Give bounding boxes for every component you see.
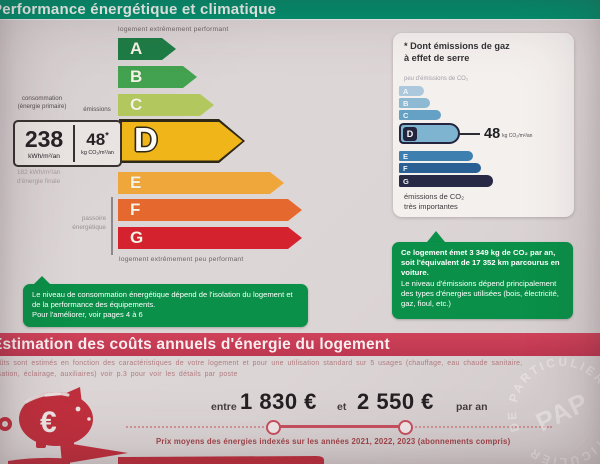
co2-class-b-letter: B xyxy=(403,98,409,108)
current-values-box: 238 kWh/m²/an 48* kg CO₂/m²/an xyxy=(13,120,122,167)
slider-dotted-right xyxy=(404,426,552,428)
energy-class-b-arrow: B xyxy=(118,66,197,88)
value-box-divider xyxy=(73,125,75,162)
range-conjunction: et xyxy=(337,401,347,413)
final-energy-note: 182 kWh/m²/an d'énergie finale xyxy=(17,169,61,186)
range-suffix: par an xyxy=(456,401,488,413)
co2-class-g-letter: G xyxy=(403,176,409,186)
co2-panel-title: * Dont émissions de gaz à effet de serre xyxy=(404,41,510,63)
sieve-bracket-line xyxy=(111,197,113,255)
energy-class-b-letter: B xyxy=(130,67,143,86)
co2-class-g-bar: G xyxy=(399,175,493,187)
energy-class-g-arrow: G xyxy=(118,227,302,249)
energy-sieve-label: passoire énergétique xyxy=(72,215,106,232)
performance-header-bar: Performance énergétique et climatique xyxy=(0,0,600,19)
slider-knob-max xyxy=(398,420,413,435)
energy-class-f-arrow: F xyxy=(118,199,302,221)
consumption-callout-pointer xyxy=(33,276,51,285)
energy-class-c-letter: C xyxy=(130,95,143,114)
costs-header-bar: Estimation des coûts annuels d'énergie d… xyxy=(0,333,600,356)
energy-class-e-letter: E xyxy=(130,173,142,192)
co2-class-c-bar: C xyxy=(399,110,441,120)
energy-class-f-letter: F xyxy=(130,200,141,219)
costs-disclaimer-line2: climatisation, éclairage, auxiliaires) v… xyxy=(0,371,238,378)
emissions-header: émissions xyxy=(83,106,111,113)
co2-class-c-letter: C xyxy=(403,110,409,120)
slider-dotted-left xyxy=(126,426,272,428)
co2-class-f-bar: F xyxy=(399,163,481,173)
cost-scale-arrow xyxy=(8,442,324,464)
energy-value: 238 xyxy=(24,125,64,152)
energy-unit: kWh/m²/an xyxy=(28,152,60,160)
co2-value-callout: 48 kg CO₂/m²/an xyxy=(459,126,532,142)
costs-title: Estimation des coûts annuels d'énergie d… xyxy=(0,336,390,353)
slider-range-segment xyxy=(272,425,404,428)
energy-class-a-letter: A xyxy=(130,39,143,58)
range-max-value: 2 550 € xyxy=(357,389,434,414)
co2-emissions-panel: * Dont émissions de gaz à effet de serre… xyxy=(393,33,574,217)
co2-low-label: peu d'émissions de CO₂ xyxy=(404,76,469,82)
co2-class-d-bar-current: D xyxy=(399,123,460,144)
co2-unit: kg CO₂/m²/an xyxy=(81,150,114,156)
emissions-callout-body: Le niveau d'émissions dépend principalem… xyxy=(401,278,559,309)
energy-class-d-arrow-current: D xyxy=(119,119,245,163)
prices-footnote: Prix moyens des énergies indexés sur les… xyxy=(156,437,511,446)
consumption-callout-body: Le niveau de consommation énergétique dé… xyxy=(32,290,293,320)
slider-knob-min xyxy=(266,420,281,435)
co2-value-cell: 48* kg CO₂/m²/an xyxy=(75,122,120,165)
energy-class-g-letter: G xyxy=(130,228,144,247)
callout-dash-line xyxy=(459,133,480,135)
watermark-center-text: PAP xyxy=(531,387,593,438)
scale-top-label: logement extrêmement performant xyxy=(118,26,229,33)
scale-bottom-label: logement extrêmement peu performant xyxy=(119,256,244,263)
page-title: Performance énergétique et climatique xyxy=(0,1,277,18)
piggy-bank-icon: € xyxy=(0,387,93,448)
co2-class-b-bar: B xyxy=(399,98,430,108)
costs-disclaimer-line1: Les coûts sont estimés en fonction des c… xyxy=(0,360,523,367)
co2-panel-value: 48 xyxy=(484,126,501,142)
energy-class-d-letter: D xyxy=(134,120,158,158)
emissions-callout-box: Ce logement émet 3 349 kg de CO₂ par an,… xyxy=(392,242,573,319)
piggy-euro-symbol: € xyxy=(40,406,57,439)
co2-class-d-letter: D xyxy=(403,126,417,141)
co2-class-e-letter: E xyxy=(403,151,409,161)
co2-class-a-letter: A xyxy=(403,86,409,96)
energy-class-d-fill xyxy=(122,122,243,161)
emissions-callout-pointer xyxy=(427,231,445,242)
consumption-callout-box: Le niveau de consommation énergétique dé… xyxy=(23,284,308,327)
energy-value-cell: 238 kWh/m²/an xyxy=(15,122,73,165)
co2-star: * xyxy=(105,130,109,141)
range-prefix: entre xyxy=(211,401,237,413)
energy-class-c-arrow: C xyxy=(118,94,214,116)
energy-class-a-arrow: A xyxy=(118,38,176,60)
co2-class-e-bar: E xyxy=(399,151,473,161)
co2-high-label: émissions de CO₂ très importantes xyxy=(404,192,465,212)
co2-value: 48* xyxy=(86,130,109,149)
emissions-callout-highlight: Ce logement émet 3 349 kg de CO₂ par an,… xyxy=(401,248,560,278)
energy-class-e-arrow: E xyxy=(118,172,284,194)
co2-class-f-letter: F xyxy=(403,163,408,173)
co2-class-a-bar: A xyxy=(399,86,424,96)
consumption-header: consommation (énergie primaire) xyxy=(17,95,67,110)
range-min-value: 1 830 € xyxy=(240,389,317,414)
co2-panel-unit: kg CO₂/m²/an xyxy=(502,133,533,139)
